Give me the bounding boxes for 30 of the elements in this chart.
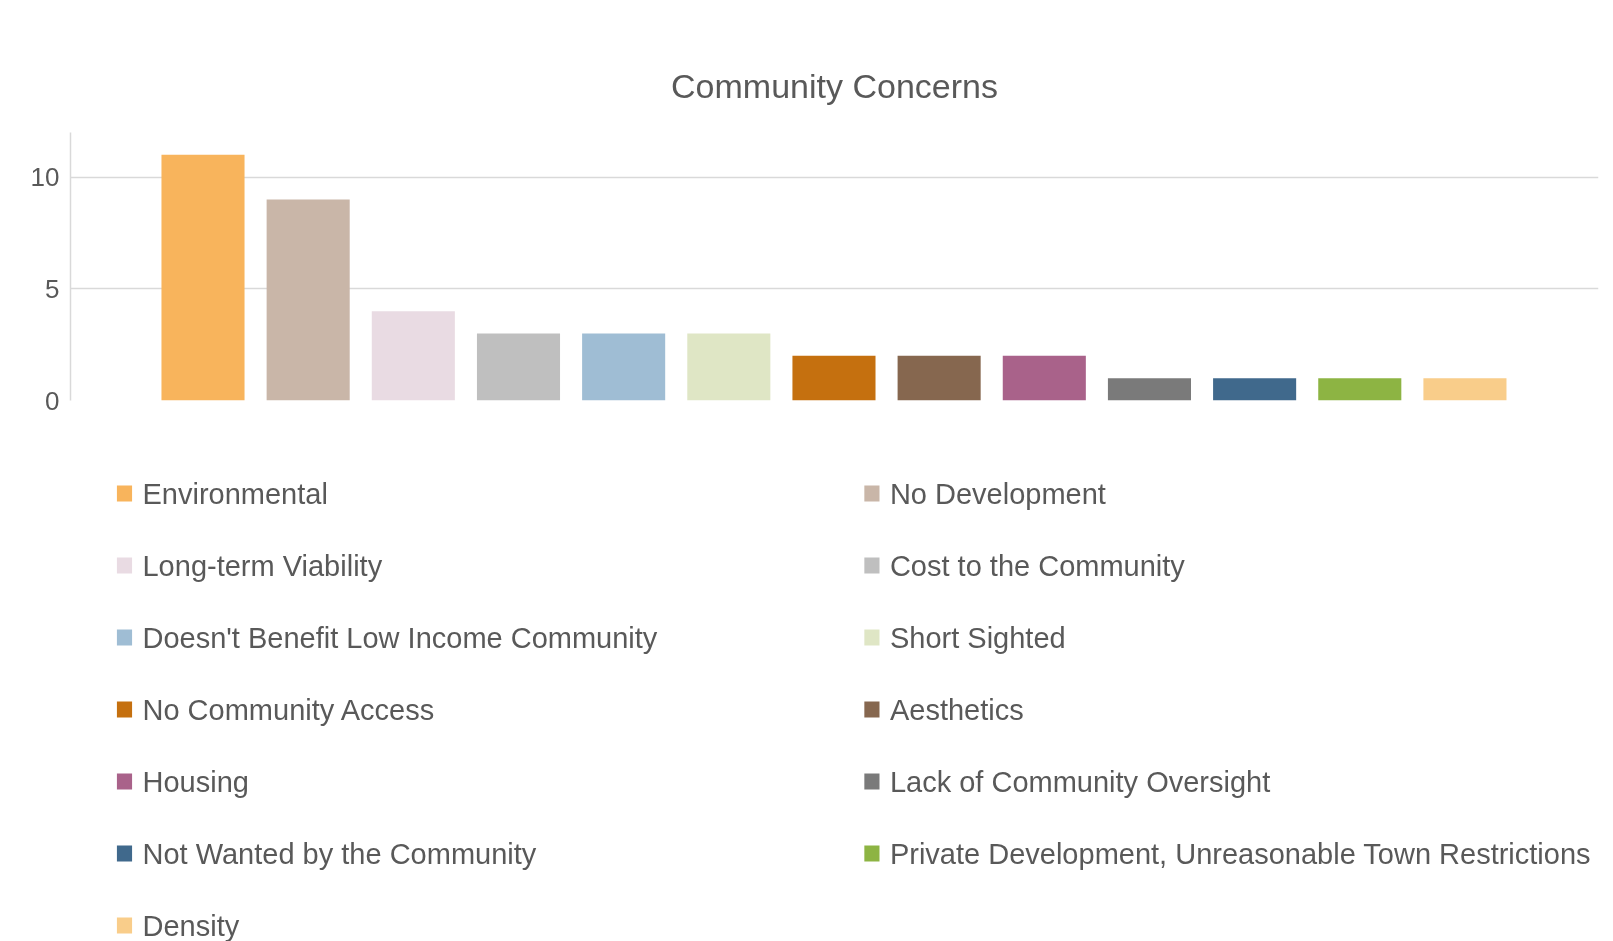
bar (1318, 378, 1402, 401)
y-tick-label: 10 (30, 162, 60, 193)
bar (1107, 378, 1191, 401)
legend-label: Long-term Viability (142, 549, 383, 582)
y-tick-label: 5 (45, 273, 60, 304)
legend-label: Environmental (142, 477, 328, 510)
bar (792, 355, 876, 401)
legend-label: Housing (142, 765, 249, 798)
legend-label: Doesn't Benefit Low Income Community (142, 621, 658, 654)
bar (1423, 378, 1507, 401)
y-tick-label: 0 (45, 385, 60, 416)
legend-label: Aesthetics (889, 693, 1024, 726)
legend-label: Short Sighted (889, 621, 1066, 654)
legend-label: Private Development, Unreasonable Town Restrictions (889, 837, 1591, 870)
legend-label: No Community Access (142, 693, 435, 726)
bar (582, 333, 666, 401)
bar (476, 333, 561, 401)
bar (1002, 355, 1086, 401)
bar (687, 333, 771, 401)
legend-label: Lack of Community Oversight (889, 765, 1271, 798)
chart-title: Community Concerns (671, 67, 998, 105)
bar (897, 355, 981, 401)
bar (266, 199, 350, 401)
bar (161, 154, 245, 401)
bar (371, 311, 455, 401)
legend-label: Density (142, 909, 240, 941)
legend-label: No Development (889, 477, 1106, 510)
legend-label: Cost to the Community (889, 549, 1186, 582)
bar (1213, 378, 1297, 401)
legend-label: Not Wanted by the Community (142, 837, 537, 870)
